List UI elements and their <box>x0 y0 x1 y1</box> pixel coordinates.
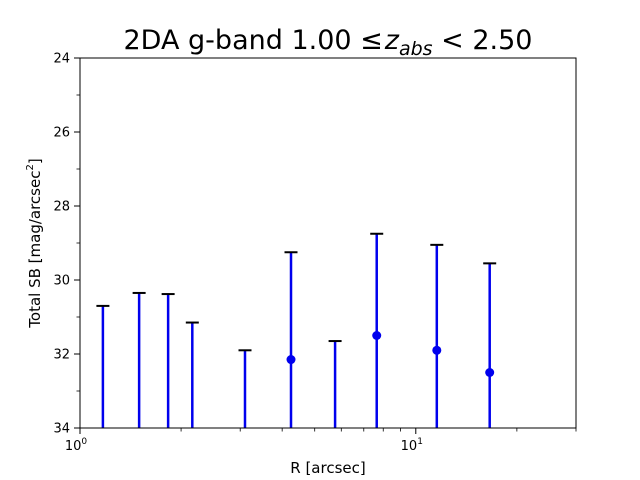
title-sub: abs <box>399 38 433 60</box>
y-axis-label-close: ] <box>26 158 44 164</box>
data-point-3 <box>485 368 495 377</box>
data-point-0 <box>286 355 296 365</box>
x-tick-label-0: 100 <box>65 437 88 454</box>
x-tick-label-1: 101 <box>401 437 423 454</box>
x-axis-label: R [arcsec] <box>290 459 365 477</box>
plot-area <box>96 232 497 428</box>
data-point-1 <box>372 331 382 340</box>
title-prefix: 2DA g-band 1.00 <box>124 25 361 56</box>
x-axis: 100 101 <box>65 428 577 454</box>
title-suffix: < 2.50 <box>433 25 533 56</box>
y-tick-label-4: 32 <box>53 348 70 363</box>
y-tick-label-5: 34 <box>53 422 70 437</box>
y-tick-label-0: 24 <box>53 52 70 67</box>
y-axis-label-text: Total SB [mag/arcsec <box>26 171 44 329</box>
data-point-2 <box>432 345 442 355</box>
title-var: z <box>384 25 400 56</box>
plot-frame <box>79 57 577 429</box>
y-tick-label-2: 28 <box>53 200 70 215</box>
y-tick-label-1: 26 <box>53 126 70 141</box>
y-axis-label: Total SB [mag/arcsec2] <box>25 158 44 328</box>
title-leq: ≤ <box>360 25 383 56</box>
chart-title: 2DA g-band 1.00 ≤zabs < 2.50 <box>124 25 533 60</box>
y-axis: 24 26 28 30 32 34 <box>53 52 80 437</box>
y-axis-label-sup: 2 <box>25 164 36 170</box>
y-tick-label-3: 30 <box>53 274 70 289</box>
